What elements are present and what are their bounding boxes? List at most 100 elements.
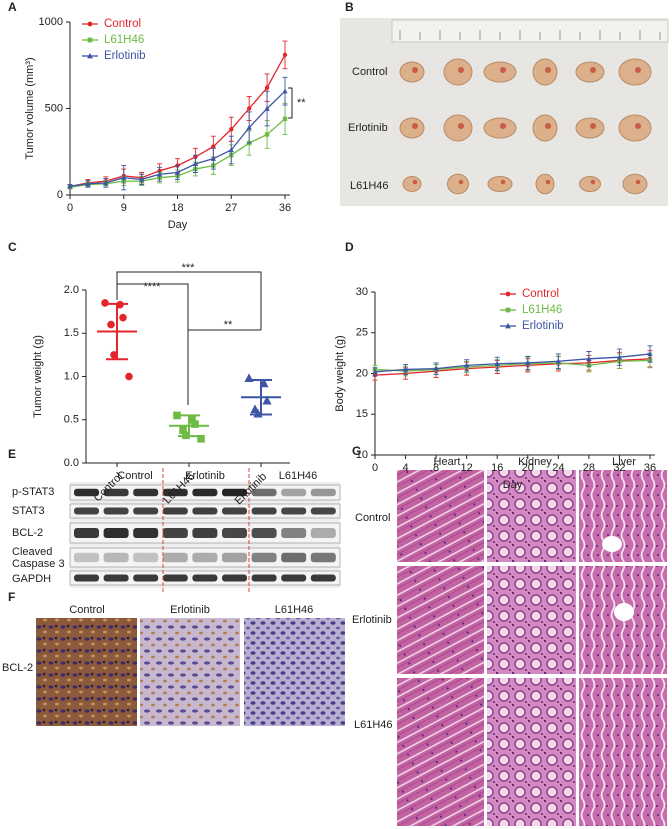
blot-row-label: GAPDH [12,573,51,585]
tumor [399,61,425,83]
x-tick-label: 0 [372,462,378,474]
sd-bar [178,414,200,438]
blot-band [310,552,336,563]
x-tick-label: 0 [67,202,73,214]
significance-bracket [116,271,262,330]
x-tick-label: 27 [225,202,237,214]
legend-label: Control [522,288,559,300]
marker [433,365,439,371]
vessel [602,536,622,552]
sd-bar [250,378,272,416]
blot-row-label: STAT3 [12,505,45,517]
blot-band [103,488,129,497]
blot-band [281,488,307,497]
sd-bar [106,302,128,361]
annotation: ** [224,319,233,331]
marker [173,411,181,420]
tumor-spot [412,67,418,73]
blot-band [192,507,218,515]
y-tick-label: 15 [356,408,368,420]
column-label: Kidney [518,456,552,468]
group-label: Erlotinib [185,470,225,482]
marker [110,351,118,359]
marker [87,52,93,59]
blot-band [251,507,277,515]
marker [555,358,561,364]
panel-label: B [345,0,354,14]
marker [464,362,470,368]
column-label: Control [69,604,104,616]
histology-image [579,678,667,826]
y-tick-label: 500 [45,102,63,114]
tumor [447,173,469,195]
row-label: Control [355,512,390,524]
blot-band [310,528,336,538]
marker [85,180,91,186]
blot-band [222,528,247,538]
blot-row-label: Cleaved [12,546,52,558]
marker [505,322,511,329]
y-axis-label: Body weight (g) [334,335,346,411]
marker [264,85,270,90]
marker [211,144,216,149]
y-tick-label: 1000 [39,16,63,28]
histology-image [397,678,484,826]
blot-band [251,574,277,582]
tumor [535,173,555,195]
marker [262,395,272,405]
row-label: Control [352,66,387,78]
column-label: L61H46 [275,604,314,616]
tumor-photo [340,18,669,206]
histology-image [579,470,667,562]
blot-band [192,574,218,582]
blot-row-label: p-STAT3 [12,486,54,498]
tumor [618,58,652,86]
blot-band [281,552,307,563]
marker [372,369,378,375]
tumor [622,173,648,195]
blot-band [74,528,99,538]
blot-band [74,574,99,582]
series-line [374,353,651,373]
marker [264,105,270,111]
x-tick-label: 32 [613,462,625,474]
tumor-spot [500,67,506,73]
blot-band [74,488,99,497]
blot-band [162,488,188,497]
marker [505,307,511,313]
series-line [374,358,651,376]
x-tick-label: 18 [171,202,183,214]
histology-image [487,470,576,562]
blot-band [310,574,336,582]
y-tick-label: 10 [356,449,368,461]
tumor [532,58,558,86]
tumor-spot [412,123,418,129]
tumor-spot [635,67,641,73]
y-axis-label: Tumor volume (mm³) [24,57,36,159]
marker [494,360,500,366]
panel-label: A [8,0,17,14]
blot-band [251,488,277,497]
marker [107,320,115,329]
column-label: Liver [612,456,636,468]
panel-label: E [8,447,16,461]
blot-band [310,488,336,497]
blot-band [222,488,247,497]
tumor [575,117,605,139]
x-tick-label: 16 [491,462,503,474]
histology-image [487,566,576,674]
annotation: **** [143,281,161,293]
blot-band [74,552,99,563]
tumor-spot [635,123,641,129]
panel-label: D [345,240,354,254]
tumor-spot [500,179,506,185]
blot-band [192,528,218,538]
column-label: Heart [434,456,461,468]
y-tick-label: 0 [57,189,63,201]
blot-band [103,574,129,582]
ruler [391,19,669,43]
blot-band [222,574,247,582]
marker [156,171,163,177]
tumor-spot [545,67,551,73]
histology-image [397,566,484,674]
